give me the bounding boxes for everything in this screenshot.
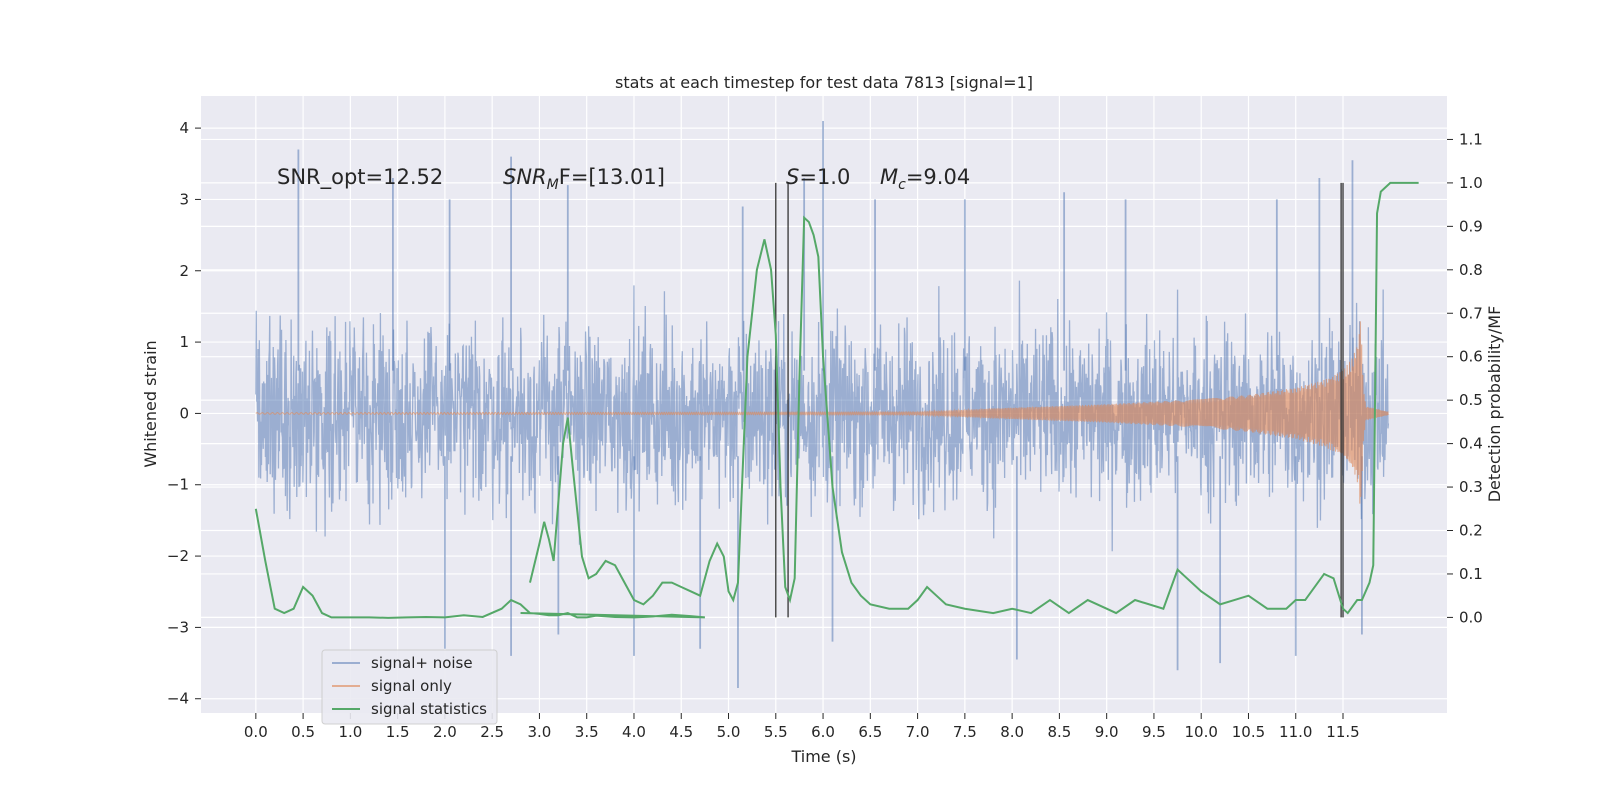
x-tick-label: 6.5	[858, 723, 882, 741]
x-tick-label: 7.5	[953, 723, 977, 741]
x-tick-label: 5.0	[717, 723, 741, 741]
annotation-s-italic: S	[786, 165, 799, 189]
y-left-tick-label: −3	[167, 618, 189, 636]
series-signal-statistics-line	[529, 181, 1419, 615]
annotation-mc-sub: c	[898, 177, 906, 193]
x-axis-label: Time (s)	[790, 747, 856, 766]
x-tick-label: 0.0	[244, 723, 268, 741]
y-left-tick-label: −4	[167, 690, 189, 708]
y-right-tick-label: 0.7	[1459, 304, 1483, 322]
signal-statistics-layer	[254, 181, 1419, 619]
x-tick-label: 1.5	[386, 723, 410, 741]
series-signal-statistics-line-start	[254, 508, 705, 619]
annotation-snr-mf-sub: M	[547, 177, 559, 193]
legend-label-signal-only: signal only	[371, 677, 452, 695]
legend-box	[321, 649, 498, 725]
x-tick-label: 7.0	[906, 723, 930, 741]
y-left-tick-label: 1	[179, 333, 189, 351]
annotation-snr-opt: SNR_opt=12.52	[277, 165, 443, 190]
annotation-s: S=1.0	[786, 165, 850, 189]
annotation-snr-mf: SNRMF=[13.01]	[503, 165, 665, 193]
chart-title: stats at each timestep for test data 781…	[615, 73, 1033, 92]
x-tick-label: 4.5	[669, 723, 693, 741]
y-right-tick-label: 0.6	[1459, 348, 1483, 366]
signal-only-layer	[255, 321, 1389, 504]
y-left-tick-label: 0	[179, 404, 189, 422]
y-right-tick-label: 0.8	[1459, 261, 1483, 279]
y-axis-right-ticks: 0.0 0.1 0.2 0.3 0.4 0.5 0.6 0.7 0.8 0.9 1.0 1.1	[1447, 130, 1483, 626]
annotation-s-rest: =1.0	[799, 165, 850, 189]
y-left-tick-label: 4	[179, 119, 189, 137]
y-right-tick-label: 1.0	[1459, 174, 1483, 192]
legend-label-signal-noise: signal+ noise	[371, 654, 473, 672]
x-axis-ticks: 0.0 0.5 1.0 1.5 2.0 2.5 3.0 3.5 4.0 4.5 5.0 5.5 6.0 6…	[244, 713, 1360, 741]
y-right-tick-label: 0.3	[1459, 478, 1483, 496]
y-right-tick-label: 0.9	[1459, 217, 1483, 235]
x-tick-label: 10.0	[1185, 723, 1218, 741]
x-tick-label: 8.0	[1000, 723, 1024, 741]
y-right-tick-label: 0.5	[1459, 391, 1483, 409]
y-left-tick-label: −2	[167, 547, 189, 565]
x-tick-label: 8.5	[1047, 723, 1071, 741]
x-tick-label: 3.0	[528, 723, 552, 741]
vlines-layer	[775, 182, 1344, 618]
x-tick-label: 6.0	[811, 723, 835, 741]
x-tick-label: 11.5	[1326, 723, 1359, 741]
annotation-snr-mf-rest: F=[13.01]	[559, 165, 665, 189]
x-tick-label: 11.0	[1279, 723, 1312, 741]
y-right-tick-label: 1.1	[1459, 130, 1483, 148]
x-tick-label: 0.5	[291, 723, 315, 741]
y-right-tick-label: 0.2	[1459, 522, 1483, 540]
x-tick-label: 2.5	[480, 723, 504, 741]
annotation-mc-rest: =9.04	[906, 165, 970, 189]
x-tick-label: 10.5	[1232, 723, 1265, 741]
x-tick-label: 2.0	[433, 723, 457, 741]
y-axis-right-label: Detection probability/MF	[1485, 306, 1504, 503]
y-right-tick-label: 0.4	[1459, 435, 1483, 453]
annotation-mc: Mc=9.04	[880, 165, 970, 193]
x-tick-label: 4.0	[622, 723, 646, 741]
legend: signal+ noise signal only signal statist…	[321, 649, 498, 725]
annotation-mc-italic: M	[880, 165, 898, 189]
legend-label-signal-statistics: signal statistics	[371, 700, 487, 718]
y-left-tick-label: 2	[179, 262, 189, 280]
x-tick-label: 9.0	[1095, 723, 1119, 741]
x-tick-label: 1.0	[338, 723, 362, 741]
y-axis-left-label: Whitened strain	[141, 340, 160, 467]
x-tick-label: 5.5	[764, 723, 788, 741]
y-left-tick-label: −1	[167, 476, 189, 494]
annotation-snr-mf-italic: SNR	[503, 165, 547, 189]
y-axis-left-ticks: −4 −3 −2 −1 0 1 2 3 4	[167, 119, 201, 708]
y-right-tick-label: 0.0	[1459, 608, 1483, 626]
x-tick-label: 9.5	[1142, 723, 1166, 741]
y-right-tick-label: 0.1	[1459, 565, 1483, 583]
x-tick-label: 3.5	[575, 723, 599, 741]
y-left-tick-label: 3	[179, 190, 189, 208]
series-signal-only-line	[255, 321, 1389, 504]
